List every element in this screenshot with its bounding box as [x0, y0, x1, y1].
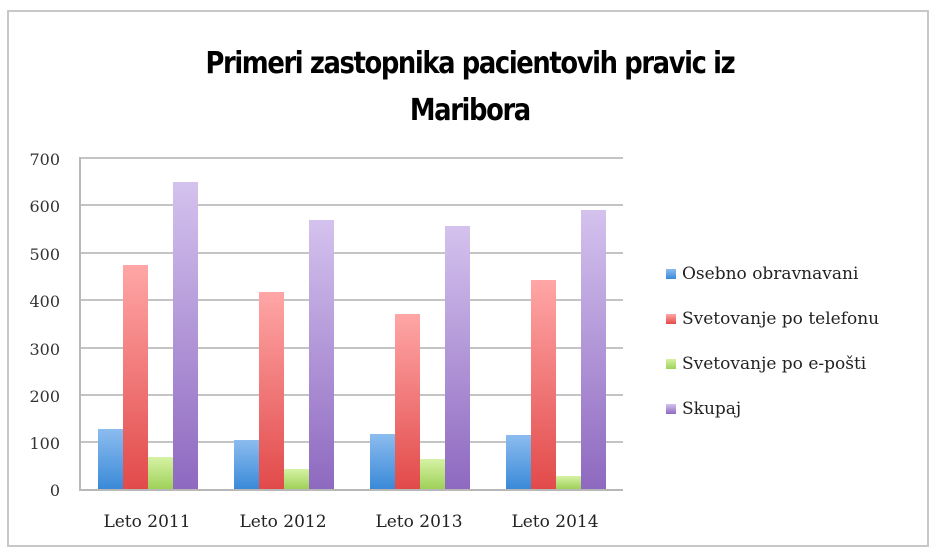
plot-area	[79, 157, 623, 491]
legend-label: Osebno obravnavani	[682, 264, 859, 284]
x-tick-label: Leto 2014	[511, 512, 599, 532]
legend-swatch-icon	[666, 269, 676, 279]
gridline	[81, 347, 623, 349]
y-tick-label: 300	[29, 340, 60, 359]
gridline	[81, 394, 623, 396]
gridline	[81, 299, 623, 301]
chart-title-line-2: Maribora	[409, 93, 531, 128]
y-tick-label: 100	[29, 434, 60, 453]
y-tick-label: 0	[49, 481, 60, 500]
bar	[556, 476, 581, 489]
bar	[259, 292, 284, 489]
bar	[234, 440, 259, 489]
x-tick-label: Leto 2011	[103, 512, 191, 532]
bar	[309, 220, 334, 489]
bar	[98, 429, 123, 489]
gridline	[81, 441, 623, 443]
bar	[148, 457, 173, 489]
chart-title-line-1: Primeri zastopnika pacientovih pravic iz	[205, 46, 735, 81]
gridline	[81, 157, 623, 159]
gridline	[81, 204, 623, 206]
bar	[370, 434, 395, 489]
legend-label: Svetovanje po telefonu	[682, 309, 880, 329]
bar	[531, 280, 556, 489]
chart-title: Primeri zastopnika pacientovih pravic iz…	[66, 40, 874, 134]
bar	[506, 435, 531, 489]
bar	[420, 459, 445, 489]
bar	[395, 314, 420, 489]
bar	[581, 210, 606, 489]
y-tick-label: 700	[29, 150, 60, 169]
x-tick-label: Leto 2012	[239, 512, 327, 532]
bar	[445, 226, 470, 489]
legend-item: Skupaj	[666, 399, 879, 444]
bar	[173, 182, 198, 489]
bar	[284, 469, 309, 489]
legend-swatch-icon	[666, 404, 676, 414]
legend-label: Skupaj	[682, 399, 742, 419]
legend-item: Svetovanje po e-pošti	[666, 354, 879, 399]
y-tick-label: 200	[29, 387, 60, 406]
y-tick-label: 600	[29, 197, 60, 216]
x-tick-label: Leto 2013	[375, 512, 463, 532]
legend-item: Osebno obravnavani	[666, 264, 879, 309]
y-tick-label: 500	[29, 245, 60, 264]
legend-label: Svetovanje po e-pošti	[682, 354, 867, 374]
legend-swatch-icon	[666, 314, 676, 324]
legend: Osebno obravnavani Svetovanje po telefon…	[666, 264, 879, 444]
gridline	[81, 252, 623, 254]
legend-item: Svetovanje po telefonu	[666, 309, 879, 354]
y-tick-label: 400	[29, 292, 60, 311]
bar	[123, 265, 148, 489]
legend-swatch-icon	[666, 359, 676, 369]
